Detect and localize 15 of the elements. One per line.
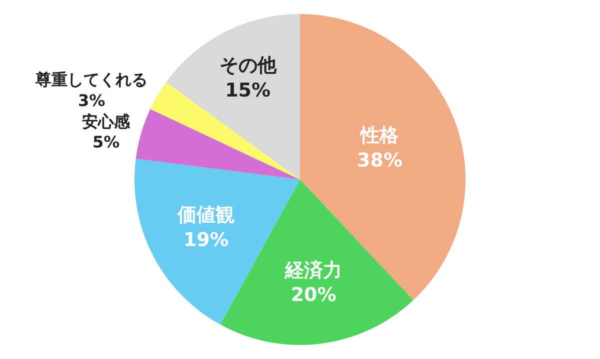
pie-slice	[166, 14, 300, 180]
slice-label: 経済力	[284, 260, 342, 282]
pie-slice	[150, 82, 300, 180]
slice-label: その他	[219, 54, 278, 77]
slice-label: 安心感	[82, 112, 132, 131]
data-label: 5%	[92, 132, 120, 152]
slice-label: 性格	[360, 124, 400, 147]
data-label: 15%	[225, 79, 271, 102]
pie-slice	[136, 109, 300, 180]
slice-label: 尊重してくれる	[34, 70, 148, 90]
data-label: 19%	[183, 228, 229, 251]
data-label: 38%	[356, 149, 402, 172]
data-label: 3%	[78, 90, 106, 110]
slice-label: 価値観	[176, 204, 235, 226]
data-label: 20%	[290, 284, 336, 306]
